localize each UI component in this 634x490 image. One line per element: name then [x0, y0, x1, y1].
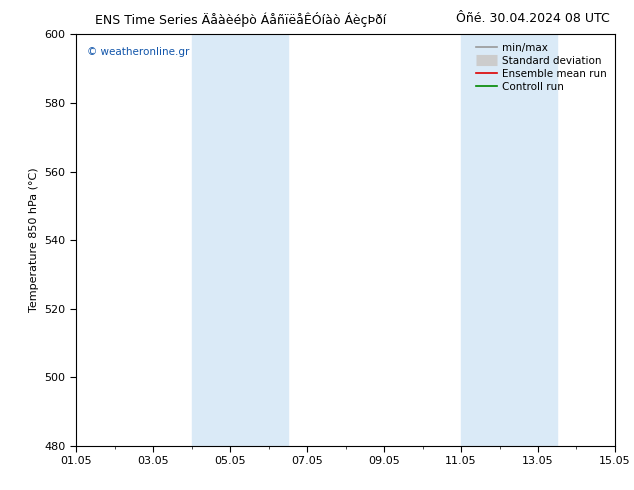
Bar	[191, 34, 288, 446]
Text: © weatheronline.gr: © weatheronline.gr	[87, 47, 189, 57]
Y-axis label: Temperature 850 hPa (°C): Temperature 850 hPa (°C)	[29, 168, 39, 313]
Text: ENS Time Series Äåàèéþò ÁåñïëåÊÓíàò ÁèçÞðí: ENS Time Series Äåàèéþò ÁåñïëåÊÓíàò ÁèçÞ…	[95, 12, 386, 27]
Bar	[461, 34, 557, 446]
Legend: min/max, Standard deviation, Ensemble mean run, Controll run: min/max, Standard deviation, Ensemble me…	[473, 40, 610, 95]
Text: Ôñé. 30.04.2024 08 UTC: Ôñé. 30.04.2024 08 UTC	[456, 12, 611, 25]
